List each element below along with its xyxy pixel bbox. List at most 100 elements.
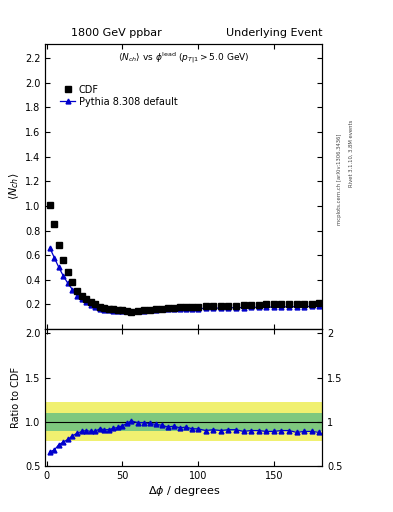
Pythia 8.308 default bbox=[120, 308, 125, 314]
Pythia 8.308 default bbox=[61, 273, 66, 279]
CDF bbox=[211, 303, 216, 309]
Pythia 8.308 default bbox=[302, 304, 307, 310]
Pythia 8.308 default bbox=[79, 296, 84, 303]
CDF bbox=[70, 279, 75, 285]
CDF bbox=[61, 257, 66, 263]
CDF bbox=[317, 300, 321, 306]
Text: mcplots.cern.ch [arXiv:1306.3436]: mcplots.cern.ch [arXiv:1306.3436] bbox=[338, 134, 342, 225]
CDF bbox=[264, 301, 268, 307]
CDF bbox=[178, 304, 182, 310]
CDF bbox=[203, 303, 208, 309]
Pythia 8.308 default bbox=[129, 309, 134, 315]
Pythia 8.308 default bbox=[125, 308, 129, 314]
CDF bbox=[286, 301, 291, 307]
Pythia 8.308 default bbox=[190, 306, 195, 312]
CDF bbox=[102, 305, 107, 311]
Pythia 8.308 default bbox=[309, 303, 314, 309]
Pythia 8.308 default bbox=[57, 264, 61, 270]
CDF bbox=[190, 304, 195, 310]
Pythia 8.308 default bbox=[171, 306, 176, 312]
Pythia 8.308 default bbox=[256, 304, 261, 310]
Pythia 8.308 default bbox=[178, 306, 182, 312]
Pythia 8.308 default bbox=[272, 304, 276, 310]
Pythia 8.308 default bbox=[141, 308, 146, 314]
Text: $\langle N_{ch}\rangle$ vs $\phi^{\rm lead}$ ($p_{T|1}>5.0$ GeV): $\langle N_{ch}\rangle$ vs $\phi^{\rm le… bbox=[118, 51, 250, 66]
CDF bbox=[233, 303, 238, 309]
Pythia 8.308 default bbox=[88, 302, 93, 308]
Pythia 8.308 default bbox=[93, 304, 97, 310]
CDF bbox=[111, 306, 116, 312]
Pythia 8.308 default bbox=[135, 308, 140, 314]
Pythia 8.308 default bbox=[165, 306, 170, 312]
CDF bbox=[279, 301, 284, 307]
Pythia 8.308 default bbox=[107, 307, 111, 313]
CDF bbox=[135, 308, 140, 314]
CDF bbox=[302, 301, 307, 307]
CDF bbox=[93, 301, 97, 307]
CDF bbox=[256, 302, 261, 308]
CDF bbox=[165, 305, 170, 311]
CDF bbox=[184, 304, 188, 310]
CDF bbox=[226, 303, 231, 309]
Pythia 8.308 default bbox=[160, 306, 164, 312]
CDF bbox=[241, 302, 246, 308]
Pythia 8.308 default bbox=[317, 303, 321, 309]
CDF bbox=[309, 301, 314, 307]
CDF bbox=[153, 306, 158, 312]
CDF bbox=[147, 307, 152, 313]
Pythia 8.308 default bbox=[279, 304, 284, 310]
CDF bbox=[88, 299, 93, 305]
Pythia 8.308 default bbox=[184, 306, 188, 312]
Y-axis label: $\langle N_{ch}\rangle$: $\langle N_{ch}\rangle$ bbox=[7, 173, 21, 200]
CDF bbox=[75, 288, 79, 294]
Legend: CDF, Pythia 8.308 default: CDF, Pythia 8.308 default bbox=[59, 82, 180, 109]
Text: 1800 GeV ppbar: 1800 GeV ppbar bbox=[71, 28, 162, 38]
CDF bbox=[107, 306, 111, 312]
Pythia 8.308 default bbox=[70, 287, 75, 293]
CDF bbox=[57, 242, 61, 248]
Pythia 8.308 default bbox=[241, 305, 246, 311]
Y-axis label: Ratio to CDF: Ratio to CDF bbox=[11, 367, 21, 428]
CDF bbox=[272, 301, 276, 307]
Pythia 8.308 default bbox=[294, 304, 299, 310]
Pythia 8.308 default bbox=[196, 306, 200, 312]
CDF bbox=[66, 269, 70, 275]
Pythia 8.308 default bbox=[97, 306, 102, 312]
Bar bbox=[45, 413, 322, 431]
Line: Pythia 8.308 default: Pythia 8.308 default bbox=[47, 245, 321, 314]
Pythia 8.308 default bbox=[153, 307, 158, 313]
Text: Rivet 3.1.10, 3.8M events: Rivet 3.1.10, 3.8M events bbox=[349, 120, 354, 187]
Pythia 8.308 default bbox=[264, 304, 268, 310]
CDF bbox=[116, 307, 120, 313]
Bar bbox=[45, 402, 322, 441]
Line: CDF: CDF bbox=[47, 202, 322, 314]
CDF bbox=[294, 301, 299, 307]
CDF bbox=[97, 304, 102, 310]
Pythia 8.308 default bbox=[233, 305, 238, 311]
Pythia 8.308 default bbox=[211, 305, 216, 311]
Pythia 8.308 default bbox=[116, 308, 120, 314]
CDF bbox=[84, 296, 88, 303]
Pythia 8.308 default bbox=[203, 305, 208, 311]
Pythia 8.308 default bbox=[226, 305, 231, 311]
Pythia 8.308 default bbox=[48, 245, 52, 251]
CDF bbox=[52, 221, 57, 227]
Pythia 8.308 default bbox=[249, 304, 253, 310]
CDF bbox=[141, 307, 146, 313]
CDF bbox=[79, 293, 84, 299]
Pythia 8.308 default bbox=[102, 307, 107, 313]
CDF bbox=[48, 202, 52, 208]
Pythia 8.308 default bbox=[147, 307, 152, 313]
Pythia 8.308 default bbox=[111, 308, 116, 314]
Pythia 8.308 default bbox=[84, 300, 88, 306]
CDF bbox=[219, 303, 223, 309]
CDF bbox=[249, 302, 253, 308]
Pythia 8.308 default bbox=[66, 281, 70, 287]
X-axis label: $\Delta\phi$ / degrees: $\Delta\phi$ / degrees bbox=[148, 483, 220, 498]
Pythia 8.308 default bbox=[75, 293, 79, 299]
Pythia 8.308 default bbox=[286, 304, 291, 310]
Pythia 8.308 default bbox=[219, 305, 223, 311]
CDF bbox=[171, 305, 176, 311]
Text: Underlying Event: Underlying Event bbox=[226, 28, 322, 38]
CDF bbox=[129, 309, 134, 315]
